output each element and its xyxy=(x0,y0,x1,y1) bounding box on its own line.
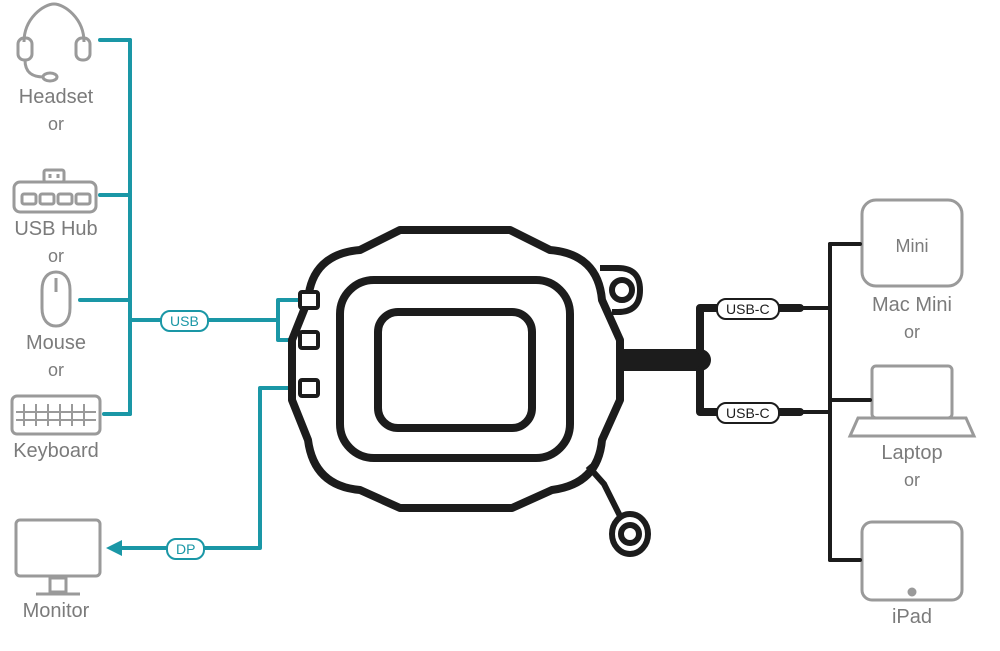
mouse-label: Mouse xyxy=(6,332,106,355)
usbhub-icon xyxy=(14,170,96,212)
headset-label: Headset xyxy=(6,86,106,109)
usb-cable xyxy=(80,40,312,414)
kvm-hub xyxy=(292,230,648,554)
macmini-label: Mac Mini xyxy=(840,294,984,317)
usbhub-label: USB Hub xyxy=(6,218,106,241)
usb-port-label: USB xyxy=(160,310,209,332)
mouse-icon xyxy=(42,272,70,326)
usbc1-port-label: USB-C xyxy=(716,298,780,320)
usbc2-port-label: USB-C xyxy=(716,402,780,424)
keyboard-label: Keyboard xyxy=(6,440,106,463)
dp-cable xyxy=(106,388,312,556)
dp-port-label: DP xyxy=(166,538,205,560)
or-label: or xyxy=(6,360,106,381)
mini-text: Mini xyxy=(862,236,962,257)
monitor-icon xyxy=(16,520,100,594)
ipad-icon xyxy=(862,522,962,600)
ipad-label: iPad xyxy=(840,606,984,629)
laptop-label: Laptop xyxy=(840,442,984,465)
headset-icon xyxy=(18,4,90,81)
or-label: or xyxy=(840,470,984,491)
monitor-label: Monitor xyxy=(6,600,106,623)
or-label: or xyxy=(840,322,984,343)
keyboard-icon xyxy=(12,396,100,434)
or-label: or xyxy=(6,246,106,267)
or-label: or xyxy=(6,114,106,135)
